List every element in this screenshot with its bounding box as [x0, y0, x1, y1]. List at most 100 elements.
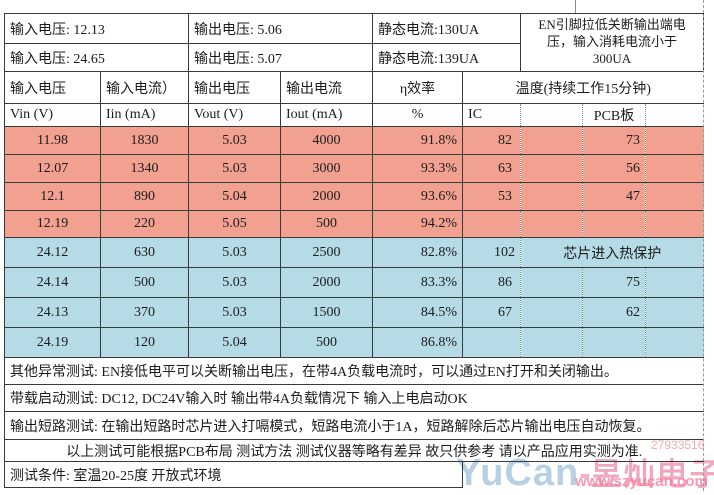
cell-efficiency: 82.8%: [372, 237, 464, 268]
cell-vout: 5.03: [188, 126, 282, 155]
header-vout-cn: 输出电压: [188, 71, 282, 104]
cell-vin: 24.14: [4, 267, 101, 298]
cell-vin: 12.1: [4, 182, 101, 211]
summary-row-1: 输入电压: 12.13 输出电压: 5.06 静态电流:130UA EN引脚拉低…: [3, 13, 705, 72]
cell-iin: 890: [99, 182, 190, 211]
cell-iin: 220: [99, 210, 190, 238]
cell-empty: [520, 103, 584, 127]
cell-empty: [520, 210, 584, 238]
cell-ic-temp: [462, 327, 522, 358]
cell-vin: 24.12: [4, 237, 101, 268]
cell-efficiency: 83.3%: [372, 267, 464, 298]
header-vin-en: Vin (V): [4, 103, 101, 127]
cell-outside-table: [463, 462, 704, 488]
cell-empty: [520, 327, 584, 358]
cell-empty: [645, 154, 704, 183]
cell-pcb-temp: 73: [582, 126, 647, 155]
cell-ic-temp: 86: [462, 267, 522, 298]
cell-iout: 500: [280, 327, 374, 358]
cell-ic-temp: 102: [462, 237, 522, 268]
watermark-brand-text: 昱灿电子: [590, 457, 714, 492]
cell-vin: 24.13: [4, 297, 101, 328]
cell-efficiency: 86.8%: [372, 327, 464, 358]
watermark-separator: -: [579, 455, 591, 493]
header-vout-en: Vout (V): [188, 103, 282, 127]
cell-vin: 12.07: [4, 154, 101, 183]
cell-efficiency: 93.3%: [372, 154, 464, 183]
cell-empty: [645, 126, 704, 155]
cell-pcb-temp: [582, 327, 647, 358]
cell-iout: 1500: [280, 297, 374, 328]
cell-iin: 120: [99, 327, 190, 358]
cell-iin: 370: [99, 297, 190, 328]
cropped-gridline-tick: [575, 0, 576, 13]
cell-vout: 5.03: [188, 154, 282, 183]
header-efficiency-cn: η效率: [372, 71, 464, 104]
cell-iout: 500: [280, 210, 374, 238]
header-iin-cn: 输入电流）: [99, 71, 190, 104]
cell-empty: [645, 210, 704, 238]
cell-quiescent-current-2: 静态电流:139UA: [372, 43, 522, 72]
cell-empty: [520, 267, 584, 298]
cell-iout: 3000: [280, 154, 374, 183]
cell-pcb-temp: 47: [582, 182, 647, 211]
note-short-circuit-test: 输出短路测试: 在输出短路时芯片进入打嗝模式，短路电流小于1A，短路解除后芯片输…: [3, 411, 704, 440]
header-row-en: Vin (V) Iin (mA) Vout (V) Iout (mA) % IC…: [4, 103, 704, 127]
cell-efficiency: 84.5%: [372, 297, 464, 328]
note-disclaimer: 以上测试可能根据PCB布局 测试方法 测试仪器等略有差异 故只供参考 请以产品应…: [3, 439, 704, 462]
cell-vout: 5.04: [188, 327, 282, 358]
cell-empty: [520, 126, 584, 155]
table-row-12v: 11.98 1830 5.03 4000 91.8% 82 73: [4, 126, 704, 155]
cell-vout: 5.05: [188, 210, 282, 238]
cell-input-voltage-2: 输入电压: 24.65: [3, 43, 190, 72]
cell-ic-temp: 63: [462, 154, 522, 183]
cell-empty: [645, 297, 704, 328]
cell-iin: 1830: [99, 126, 190, 155]
table-row-12v: 12.1 890 5.04 2000 93.6% 53 47: [4, 182, 704, 211]
cell-vout: 5.03: [188, 267, 282, 298]
cell-empty: [645, 327, 704, 358]
cell-thermal-protection-note: 芯片进入热保护: [520, 237, 704, 268]
note-row: 以上测试可能根据PCB布局 测试方法 测试仪器等略有差异 故只供参考 请以产品应…: [3, 439, 704, 462]
cell-iin: 1340: [99, 154, 190, 183]
table-row-24v: 24.13 370 5.03 1500 84.5% 67 62: [4, 297, 704, 328]
cell-vin: 24.19: [4, 327, 101, 358]
note-load-start-test: 带载启动测试: DC12, DC24V输入时 输出带4A负载情况下 输入上电启动…: [3, 384, 704, 412]
summary-row-2: 输入电压: 24.65 输出电压: 5.07 静态电流:139UA: [3, 43, 704, 72]
watermark-url: www.szyucan.com: [575, 473, 708, 490]
cell-vout: 5.04: [188, 182, 282, 211]
cell-pcb-temp: 75: [582, 267, 647, 298]
cell-pcb-temp: [582, 210, 647, 238]
cell-empty: [520, 297, 584, 328]
cell-en-pin-note: EN引脚拉低关断输出端电压，输入消耗电流小于300UA: [520, 13, 705, 72]
cell-vin: 12.19: [4, 210, 101, 238]
header-iout-en: Iout (mA): [280, 103, 374, 127]
cell-ic-temp: 67: [462, 297, 522, 328]
header-temperature-cn: 温度(持续工作15分钟): [462, 71, 704, 104]
header-row-cn: 输入电压 输入电流） 输出电压 输出电流 η效率 温度(持续工作15分钟): [4, 71, 704, 104]
cell-empty: [645, 103, 704, 127]
cell-output-voltage-2: 输出电压: 5.07: [188, 43, 374, 72]
cell-empty: [645, 182, 704, 211]
cell-ic-temp: 82: [462, 126, 522, 155]
cell-vout: 5.03: [188, 237, 282, 268]
test-report-table: 输入电压: 12.13 输出电压: 5.06 静态电流:130UA EN引脚拉低…: [3, 13, 705, 488]
note-row: 测试条件: 室温20-25度 开放式环境: [3, 461, 704, 488]
table-row-24v: 24.14 500 5.03 2000 83.3% 86 75: [4, 267, 704, 298]
cell-efficiency: 93.6%: [372, 182, 464, 211]
header-iin-en: Iin (mA): [99, 103, 190, 127]
note-test-condition: 测试条件: 室温20-25度 开放式环境: [3, 461, 464, 488]
table-row-24v: 24.19 120 5.04 500 86.8%: [4, 327, 704, 358]
cell-ic-temp: [462, 210, 522, 238]
cell-iin: 500: [99, 267, 190, 298]
cell-empty: [520, 154, 584, 183]
cell-quiescent-current-1: 静态电流:130UA: [372, 13, 522, 44]
note-row: 其他异常测试: EN接低电平可以关断输出电压，在带4A负载电流时，可以通过EN打…: [3, 357, 704, 385]
page-break-dashed-line: [703, 0, 704, 491]
cell-iout: 4000: [280, 126, 374, 155]
cell-pcb-temp: 62: [582, 297, 647, 328]
cell-iin: 630: [99, 237, 190, 268]
cell-empty: [645, 267, 704, 298]
cell-vin: 11.98: [4, 126, 101, 155]
cell-ic-temp: 53: [462, 182, 522, 211]
